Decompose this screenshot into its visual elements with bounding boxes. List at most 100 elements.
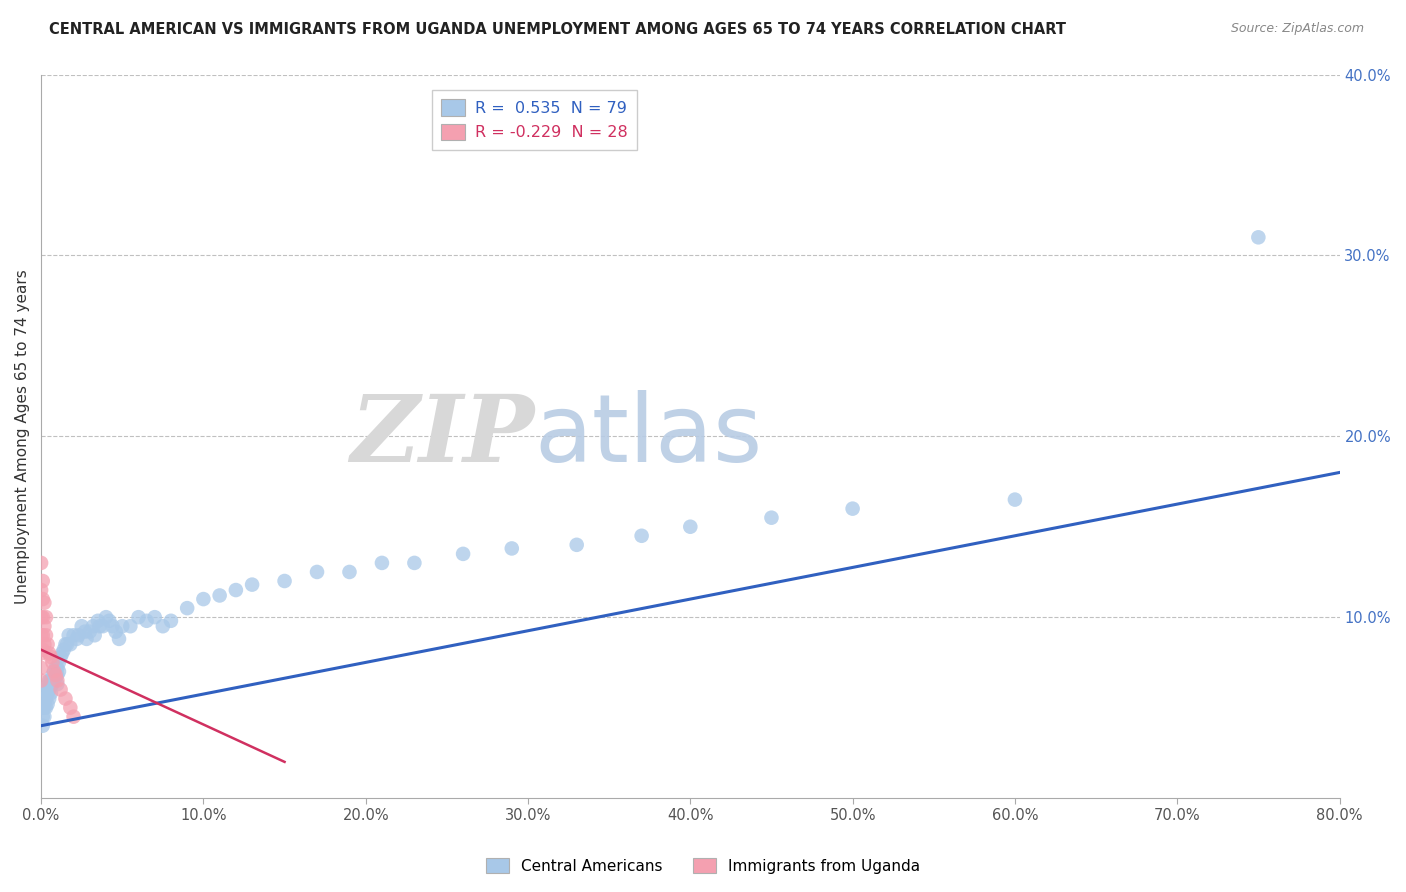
Point — [273, 574, 295, 588]
Point — [128, 610, 150, 624]
Point — [39, 679, 62, 693]
Point — [37, 637, 59, 651]
Point — [120, 619, 142, 633]
Point — [31, 642, 53, 657]
Point — [89, 619, 111, 633]
Point — [225, 582, 247, 597]
Point — [240, 577, 263, 591]
Point — [34, 700, 56, 714]
Point — [45, 668, 67, 682]
Point — [34, 596, 56, 610]
Point — [42, 665, 65, 679]
Point — [55, 691, 77, 706]
Point — [62, 628, 84, 642]
Point — [46, 673, 69, 688]
Point — [70, 619, 93, 633]
Point — [34, 619, 56, 633]
Point — [46, 677, 69, 691]
Point — [111, 619, 134, 633]
Legend: Central Americans, Immigrants from Uganda: Central Americans, Immigrants from Ugand… — [479, 852, 927, 880]
Point — [35, 691, 58, 706]
Text: CENTRAL AMERICAN VS IMMIGRANTS FROM UGANDA UNEMPLOYMENT AMONG AGES 65 TO 74 YEAR: CENTRAL AMERICAN VS IMMIGRANTS FROM UGAN… — [49, 22, 1066, 37]
Point — [38, 646, 60, 660]
Point — [56, 637, 79, 651]
Point — [451, 547, 474, 561]
Point — [34, 637, 56, 651]
Point — [35, 610, 58, 624]
Point — [48, 665, 70, 679]
Point — [30, 646, 52, 660]
Point — [48, 656, 70, 670]
Point — [1247, 230, 1270, 244]
Point — [39, 686, 62, 700]
Point — [108, 632, 131, 646]
Point — [46, 661, 69, 675]
Point — [31, 709, 53, 723]
Point — [630, 529, 652, 543]
Point — [31, 574, 53, 588]
Point — [152, 619, 174, 633]
Point — [30, 673, 52, 688]
Point — [83, 628, 105, 642]
Point — [38, 673, 60, 688]
Point — [45, 661, 67, 675]
Point — [45, 670, 67, 684]
Point — [59, 637, 82, 651]
Point — [73, 624, 96, 639]
Point — [761, 510, 783, 524]
Point — [66, 632, 89, 646]
Point — [35, 628, 58, 642]
Point — [55, 637, 77, 651]
Point — [208, 589, 231, 603]
Point — [305, 565, 328, 579]
Point — [39, 650, 62, 665]
Point — [841, 501, 863, 516]
Point — [31, 700, 53, 714]
Point — [87, 614, 110, 628]
Text: Source: ZipAtlas.com: Source: ZipAtlas.com — [1230, 22, 1364, 36]
Point — [52, 642, 75, 657]
Point — [49, 682, 72, 697]
Point — [82, 619, 104, 633]
Point — [39, 673, 62, 688]
Point — [30, 610, 52, 624]
Point — [176, 601, 198, 615]
Point — [59, 700, 82, 714]
Point — [30, 628, 52, 642]
Point — [30, 661, 52, 675]
Point — [38, 682, 60, 697]
Point — [30, 556, 52, 570]
Point — [193, 592, 215, 607]
Point — [94, 610, 117, 624]
Point — [46, 668, 69, 682]
Point — [339, 565, 361, 579]
Point — [135, 614, 157, 628]
Point — [34, 709, 56, 723]
Point — [31, 719, 53, 733]
Point — [62, 709, 84, 723]
Point — [37, 679, 59, 693]
Point — [98, 614, 121, 628]
Point — [51, 646, 73, 660]
Point — [58, 628, 80, 642]
Point — [35, 700, 58, 714]
Point — [679, 520, 702, 534]
Point — [37, 697, 59, 711]
Point — [79, 624, 101, 639]
Point — [67, 628, 90, 642]
Point — [160, 614, 183, 628]
Point — [31, 628, 53, 642]
Point — [30, 582, 52, 597]
Point — [565, 538, 588, 552]
Point — [35, 682, 58, 697]
Point — [42, 665, 65, 679]
Point — [41, 668, 63, 682]
Text: atlas: atlas — [534, 391, 762, 483]
Point — [37, 686, 59, 700]
Point — [101, 619, 124, 633]
Point — [91, 619, 114, 633]
Point — [38, 691, 60, 706]
Y-axis label: Unemployment Among Ages 65 to 74 years: Unemployment Among Ages 65 to 74 years — [15, 268, 30, 604]
Text: ZIP: ZIP — [350, 392, 534, 482]
Point — [104, 624, 127, 639]
